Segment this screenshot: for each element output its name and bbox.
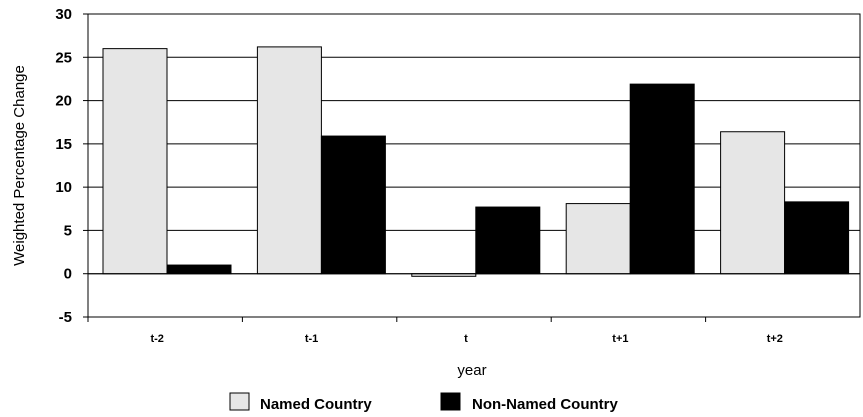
legend: Named Country Non-Named Country (229, 392, 618, 413)
y-tick-label: 10 (55, 179, 72, 196)
legend-swatch-named-country (229, 392, 250, 411)
y-tick-label: 20 (55, 93, 72, 110)
y-axis-title: Weighted Percentage Change (11, 65, 28, 266)
y-tick-label: -5 (59, 309, 72, 326)
bar-non-named-t-1 (320, 135, 386, 275)
y-tick-label: 5 (64, 222, 72, 239)
plot-frame (87, 13, 861, 318)
x-tick-label-t: t (464, 333, 468, 345)
y-tick-label: 30 (55, 6, 72, 23)
bar-named-t+1 (565, 203, 631, 275)
x-tick-label-t+1: t+1 (612, 333, 628, 345)
bar-non-named-t+2 (784, 201, 850, 275)
legend-swatch-non-named-country (440, 392, 461, 411)
y-tick-label: 15 (55, 136, 72, 153)
bar-non-named-t-2 (166, 264, 232, 275)
y-axis-ticks: 30 25 20 15 10 5 0 -5 (55, 6, 88, 326)
legend-label-named-country: Named Country (260, 396, 372, 413)
bar-named-t+2 (720, 131, 786, 275)
bar-non-named-t (475, 206, 541, 275)
y-tick-label: 25 (55, 49, 72, 66)
bar-named-t-1 (256, 46, 322, 275)
y-tick-label: 0 (64, 266, 72, 283)
x-tick-label-t+2: t+2 (767, 333, 783, 345)
bar-non-named-t+1 (629, 83, 695, 275)
x-tick-label-t-1: t-1 (305, 333, 318, 345)
bars (102, 46, 850, 277)
legend-label-non-named-country: Non-Named Country (472, 396, 618, 413)
x-tick-label-t-2: t-2 (150, 333, 163, 345)
x-axis-title: year (457, 362, 486, 379)
bar-named-t-2 (102, 48, 168, 275)
x-axis-ticks: t-2 t-1 t t+1 t+2 (87, 317, 783, 345)
